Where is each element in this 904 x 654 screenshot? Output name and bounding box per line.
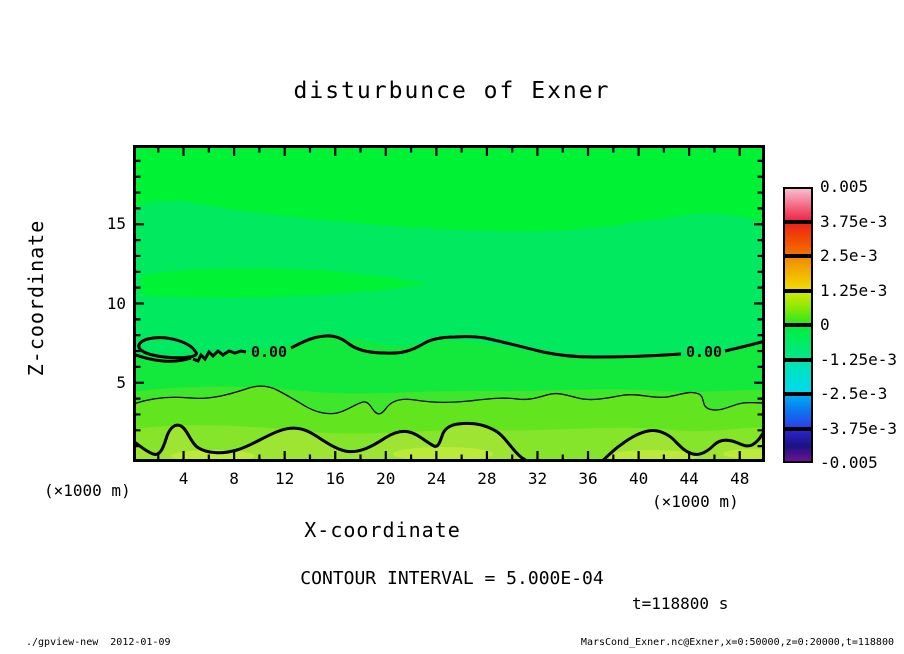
colorbar-segment [783,428,813,463]
thin-contour-line [133,385,765,415]
fill-patch [723,449,765,459]
colorbar-segment [783,187,813,222]
fill-band-bottom [133,423,765,462]
x-tick-label: 48 [730,469,750,488]
colorbar-tick-label: -0.005 [820,453,878,472]
x-tick-label: 28 [477,469,497,488]
colorbar-tick-label: 0.005 [820,177,869,196]
x-tick-label: 16 [325,469,345,488]
colorbar-tick-label: 2.5e-3 [820,246,878,265]
colorbar-segment [783,359,813,394]
x-tick-label: 40 [628,469,649,488]
colorbar-segment [783,290,813,325]
x-tick-label: 24 [426,469,446,488]
x-axis-label: X-coordinate [304,518,461,542]
colorbar-tick-label: 3.75e-3 [820,211,888,231]
colorbar-segment [783,325,813,360]
zero-contour-zigzag [192,348,247,363]
colorbar-tick-label: 0 [820,315,830,334]
y-tick-label: 5 [116,372,126,392]
zero-contour-label-left: 0.00 [251,343,287,361]
axis-ticks [135,147,763,460]
colorbar-segment [783,394,813,429]
x-axis-unit: (×1000 m) [652,492,739,511]
fill-patch [393,447,493,461]
zero-contour-label-right: 0.00 [686,343,722,361]
colorbar [783,187,813,463]
page-title: disturbunce of Exner [293,78,611,104]
zero-contour-left-segment [133,352,192,363]
colorbar-tick-label: -3.75e-3 [820,418,898,438]
zero-contour-right-segment [724,339,765,353]
thick-lower-contour-line [133,421,765,462]
x-tick-label: 44 [679,469,699,488]
colorbar-tick-label: 1.25e-3 [820,280,888,300]
y-tick-label: 10 [106,293,126,313]
contour-lines [133,334,765,462]
time-annotation: t=118800 s [632,594,729,613]
plot-frame [133,145,765,462]
zero-contour-main [290,334,682,359]
y-tick-label: 15 [106,214,126,234]
x-tick-label: 32 [527,469,548,488]
fill-band-tongue [141,268,428,298]
contour-interval-note: CONTOUR INTERVAL = 5.000E-04 [300,568,604,589]
y-axis-label: Z-coordinate [24,219,48,377]
colorbar-segment [783,221,813,256]
footer-program-version: ./gpview-new 2012-01-09 [26,637,171,648]
colorbar-labels: 0.005 3.75e-3 2.5e-3 1.25e-3 0 -1.25e-3 -2.5e-… [820,178,904,472]
colorbar-segment [783,256,813,291]
x-tick-label: 20 [376,469,396,488]
x-tick-label: 12 [275,469,295,488]
footer-data-source: MarsCond_Exner.nc@Exner,x=0:50000,z=0:20… [580,637,894,648]
y-axis-unit: (×1000 m) [44,481,131,500]
contour-plot-canvas: 0.00 0.00 [133,145,765,462]
colorbar-tick-label: -1.25e-3 [820,349,898,369]
x-tick-label: 8 [229,469,239,488]
x-tick-label: 4 [178,469,189,488]
x-tick-label: 36 [578,469,598,488]
colorbar-tick-label: -2.5e-3 [820,384,888,403]
zero-contour-loop [137,336,198,360]
